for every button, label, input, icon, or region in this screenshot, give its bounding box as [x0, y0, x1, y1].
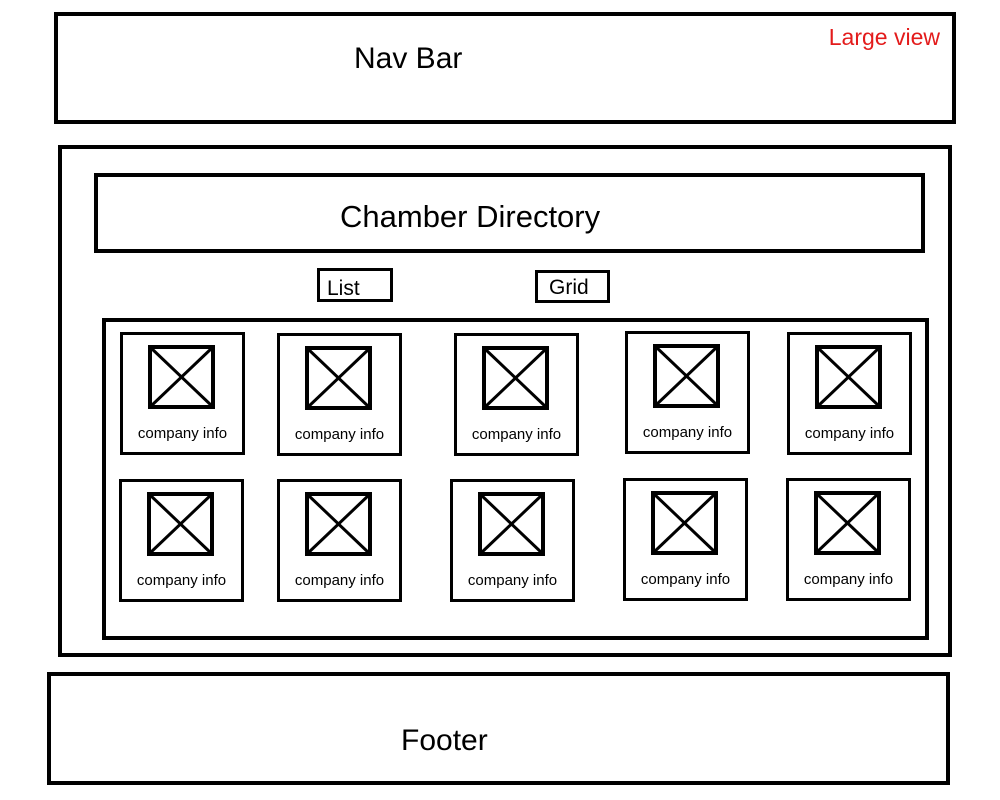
image-placeholder-icon — [305, 346, 372, 410]
image-placeholder-icon — [148, 345, 215, 409]
company-card[interactable]: company info — [787, 332, 912, 455]
company-info: company info — [136, 572, 227, 589]
grid-view-button[interactable]: Grid — [535, 270, 610, 303]
list-view-label: List — [327, 277, 360, 300]
view-size-label: Large view — [828, 24, 940, 50]
company-card[interactable]: company info — [277, 479, 402, 602]
company-card[interactable]: company info — [119, 479, 244, 602]
company-card[interactable]: company info — [277, 333, 402, 456]
company-card[interactable]: company info — [454, 333, 579, 456]
company-info: company info — [804, 425, 895, 442]
image-placeholder-icon — [651, 491, 718, 555]
company-info: company info — [294, 426, 385, 443]
footer: Footer — [47, 672, 950, 785]
company-card[interactable]: company info — [120, 332, 245, 455]
company-info: company info — [642, 424, 733, 441]
company-card[interactable]: company info — [450, 479, 575, 602]
company-card[interactable]: company info — [623, 478, 748, 601]
company-info: company info — [471, 426, 562, 443]
company-card[interactable]: company info — [625, 331, 750, 454]
company-info: company info — [294, 572, 385, 589]
image-placeholder-icon — [147, 492, 214, 556]
page-title-banner: Chamber Directory — [94, 173, 925, 253]
company-info: company info — [137, 425, 228, 442]
company-info: company info — [640, 571, 731, 588]
page-title: Chamber Directory — [340, 199, 601, 234]
image-placeholder-icon — [478, 492, 545, 556]
image-placeholder-icon — [815, 345, 882, 409]
company-info: company info — [803, 571, 894, 588]
nav-bar: Nav Bar Large view — [54, 12, 956, 124]
company-card[interactable]: company info — [786, 478, 911, 601]
image-placeholder-icon — [653, 344, 720, 408]
image-placeholder-icon — [305, 492, 372, 556]
list-view-button[interactable]: List — [317, 268, 393, 302]
grid-view-label: Grid — [549, 276, 589, 299]
image-placeholder-icon — [814, 491, 881, 555]
nav-bar-label: Nav Bar — [354, 42, 463, 75]
company-info: company info — [467, 572, 558, 589]
image-placeholder-icon — [482, 346, 549, 410]
footer-label: Footer — [401, 724, 488, 757]
